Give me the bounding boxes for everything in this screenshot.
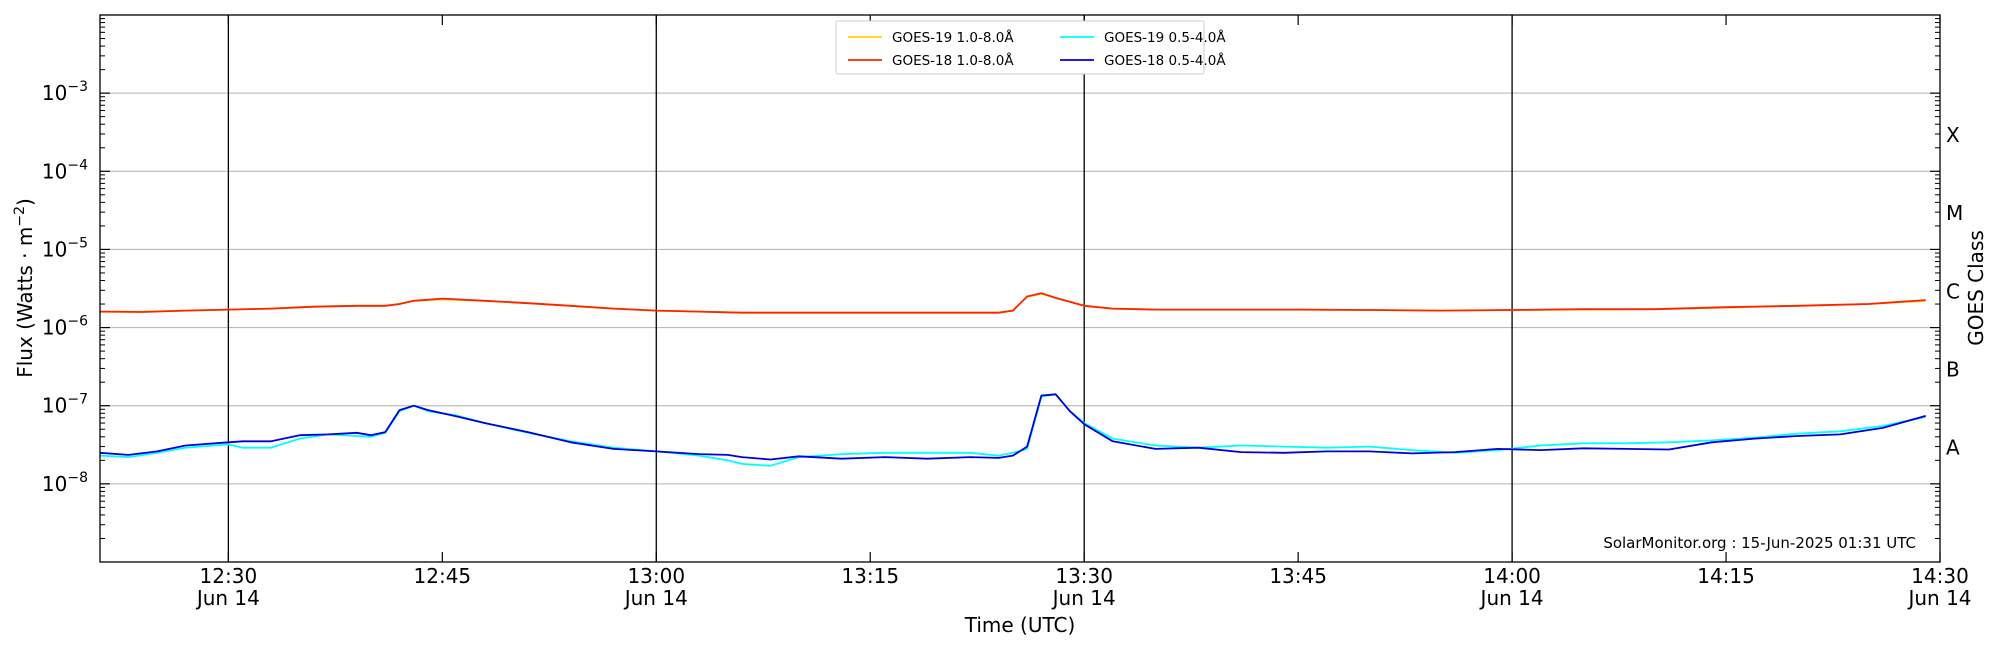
- series-line-1: [99, 292, 1926, 314]
- y-tick-base: 10: [42, 316, 67, 340]
- series-lines: [99, 292, 1926, 467]
- goes-class-a: A: [1946, 436, 1960, 460]
- x-tick-date-label: Jun 14: [1906, 586, 1971, 610]
- x-tick-label: 13:30: [1055, 564, 1113, 588]
- x-tick-date-label: Jun 14: [1479, 586, 1544, 610]
- y-tick-base: 10: [42, 472, 67, 496]
- legend-label: GOES-19 0.5-4.0Å: [1104, 29, 1226, 46]
- goes-class-b: B: [1946, 357, 1960, 381]
- grid-lines: [100, 92, 1940, 485]
- x-tick-label: 13:00: [627, 564, 685, 588]
- y-tick-label: 10−7: [42, 392, 88, 418]
- x-tick-date-label: Jun 14: [195, 586, 260, 610]
- plot-frame: [99, 14, 1941, 563]
- x-tick-label: 13:45: [1269, 564, 1327, 588]
- y-tick-label: 10−8: [42, 470, 88, 496]
- x-axis-label: Time (UTC): [964, 613, 1076, 637]
- legend-label: GOES-18 1.0-8.0Å: [892, 52, 1014, 69]
- y-tick-label: 10−4: [42, 157, 88, 183]
- series-line-2: [99, 393, 1926, 467]
- legend-box: [835, 20, 1205, 75]
- goes-class-m: M: [1946, 201, 1963, 225]
- y-tick-exponent: −5: [67, 235, 88, 251]
- x-tick-label: 13:15: [841, 564, 899, 588]
- x-tick-label: 14:30: [1911, 564, 1969, 588]
- goes-class-labels: A B C M X: [1946, 123, 1963, 460]
- plot-area: [100, 15, 1940, 562]
- x-tick-label: 14:15: [1697, 564, 1755, 588]
- x-tick-date-label: Jun 14: [1051, 586, 1116, 610]
- series-line-3: [99, 393, 1926, 461]
- y-tick-label: 10−3: [42, 79, 88, 105]
- y-tick-exponent: −8: [67, 470, 88, 486]
- x-tick-date-label: Jun 14: [623, 586, 688, 610]
- right-axis-label: GOES Class: [1964, 230, 1988, 346]
- goes-class-x: X: [1946, 123, 1960, 147]
- y-axis-label-close: ): [13, 198, 37, 206]
- y-axis-label-exponent: −2: [12, 206, 28, 227]
- y-tick-exponent: −7: [67, 392, 88, 408]
- y-tick-base: 10: [42, 159, 67, 183]
- y-axis-label-main: Flux (Watts · m: [13, 227, 37, 378]
- x-tick-label: 14:00: [1483, 564, 1541, 588]
- x-tick-label: 12:30: [200, 564, 258, 588]
- y-tick-label: 10−5: [42, 235, 88, 261]
- y-tick-base: 10: [42, 81, 67, 105]
- y-tick-base: 10: [42, 237, 67, 261]
- y-tick-exponent: −6: [67, 314, 88, 330]
- credit-text: SolarMonitor.org : 15-Jun-2025 01:31 UTC: [1603, 534, 1916, 552]
- goes-class-c: C: [1946, 279, 1960, 303]
- legend-label: GOES-19 1.0-8.0Å: [892, 29, 1014, 46]
- legend-label: GOES-18 0.5-4.0Å: [1104, 52, 1226, 69]
- day-vertical-lines: [227, 15, 1513, 562]
- y-tick-exponent: −4: [67, 157, 88, 173]
- y-axis-ticks: 10−810−710−610−510−410−3: [42, 18, 1940, 539]
- legend: GOES-19 1.0-8.0Å GOES-19 0.5-4.0Å GOES-18 …: [835, 20, 1226, 75]
- y-tick-label: 10−6: [42, 314, 88, 340]
- y-tick-exponent: −3: [67, 79, 88, 95]
- x-tick-label: 12:45: [414, 564, 472, 588]
- y-tick-base: 10: [42, 394, 67, 418]
- y-axis-label: Flux (Watts · m−2): [12, 198, 37, 378]
